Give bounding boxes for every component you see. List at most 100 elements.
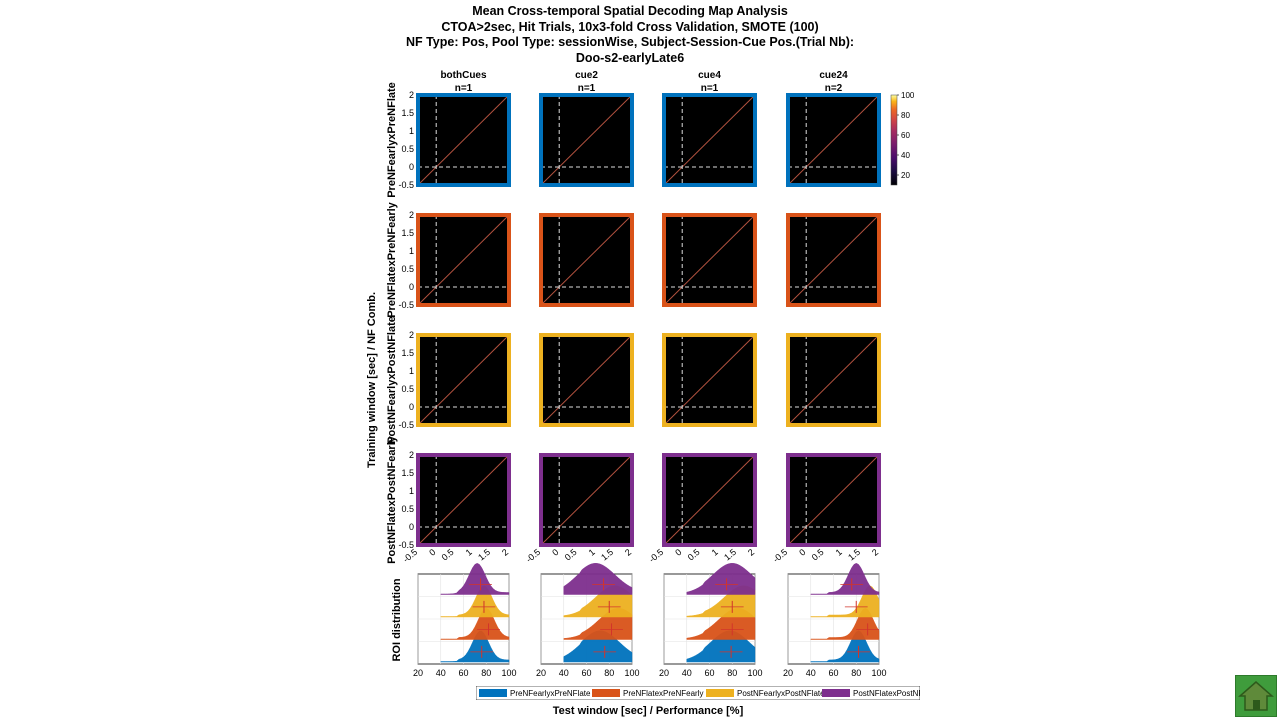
legend-swatch <box>592 689 620 697</box>
roi-x-tick: 40 <box>806 668 816 678</box>
diagonal-trace <box>787 94 880 186</box>
colorbar-gradient <box>890 94 898 186</box>
roi-ridge <box>810 562 880 595</box>
roi-x-tick: 60 <box>458 668 468 678</box>
title-line-3: NF Type: Pos, Pool Type: sessionWise, Su… <box>405 35 855 49</box>
heatmap-y-tick: 1 <box>409 366 414 376</box>
panel-frame <box>662 93 757 187</box>
panel-frame <box>786 213 881 307</box>
roi-x-tick: 20 <box>536 668 546 678</box>
column-title: cue2 <box>575 70 598 81</box>
diagonal-trace <box>663 454 756 546</box>
roi-x-tick: 20 <box>413 668 423 678</box>
heatmap-x-tick: 1.5 <box>846 547 862 563</box>
heatmap-x-tick: 1.5 <box>599 547 615 563</box>
colorbar-tick: 60 <box>901 131 910 140</box>
heatmap-y-tick: 0.5 <box>401 384 414 394</box>
figure-title: Mean Cross-temporal Spatial Decoding Map… <box>380 4 880 66</box>
legend-swatch <box>706 689 734 697</box>
roi-x-tick: 80 <box>481 668 491 678</box>
legend-swatch <box>479 689 507 697</box>
panel-frame <box>416 93 511 187</box>
heatmap-y-tick: -0.5 <box>398 420 414 430</box>
roi-ridge <box>440 562 510 595</box>
heatmap-x-tick: 2 <box>623 547 633 558</box>
heatmap-x-tick: -0.5 <box>647 547 665 565</box>
heatmap-y-tick: 2 <box>409 90 414 100</box>
heatmap-x-tick: 0 <box>427 547 437 558</box>
heatmap-x-tick: 1 <box>710 547 720 558</box>
heatmap-y-tick: -0.5 <box>398 300 414 310</box>
legend-label: PostNFlatexPostNFearly <box>853 689 941 698</box>
panel-frame <box>786 93 881 187</box>
diagonal-trace <box>540 214 633 306</box>
panel-frame <box>416 213 511 307</box>
heatmap-x-tick: 0.5 <box>686 547 702 563</box>
row-label: PostNFlatexPostNFearly <box>386 435 398 564</box>
heatmap-y-tick: 0 <box>409 402 414 412</box>
diagonal-trace <box>663 334 756 426</box>
heatmap-x-tick: 1.5 <box>476 547 492 563</box>
y-axis-title: Training window [sec] / NF Comb. <box>366 292 378 468</box>
heatmap-x-tick: 2 <box>870 547 880 558</box>
heatmap-y-tick: 0.5 <box>401 144 414 154</box>
roi-x-tick: 100 <box>871 668 886 678</box>
heatmap-x-tick: 0 <box>673 547 683 558</box>
roi-x-tick: 80 <box>604 668 614 678</box>
column-count: n=1 <box>701 83 719 94</box>
roi-x-tick: 60 <box>704 668 714 678</box>
roi-x-tick: 100 <box>747 668 762 678</box>
heatmap-y-tick: 0 <box>409 282 414 292</box>
roi-x-tick: 80 <box>851 668 861 678</box>
diagonal-trace <box>417 334 510 426</box>
heatmap-y-tick: 1.5 <box>401 228 414 238</box>
diagonal-trace <box>417 214 510 306</box>
colorbar-tick: 40 <box>901 151 910 160</box>
heatmap-y-tick: 0 <box>409 522 414 532</box>
roi-x-tick: 100 <box>624 668 639 678</box>
roi-ridge <box>686 562 756 595</box>
heatmap-x-tick: 2 <box>746 547 756 558</box>
diagonal-trace <box>663 94 756 186</box>
legend-label: PostNFearlyxPostNFlate <box>737 689 825 698</box>
roi-x-tick: 40 <box>436 668 446 678</box>
colorbar-tick: 80 <box>901 111 910 120</box>
panel-frame <box>662 333 757 427</box>
panel-frame <box>539 213 634 307</box>
panel-frame <box>786 333 881 427</box>
heatmap-x-tick: 2 <box>500 547 510 558</box>
colorbar-tick: 100 <box>901 91 915 100</box>
panel-frame <box>539 453 634 547</box>
heatmap-x-tick: 0.5 <box>810 547 826 563</box>
title-line-1: Mean Cross-temporal Spatial Decoding Map… <box>472 4 788 18</box>
roi-x-tick: 20 <box>783 668 793 678</box>
roi-x-tick: 60 <box>828 668 838 678</box>
column-count: n=2 <box>825 83 843 94</box>
title-line-4: Doo-s2-earlyLate6 <box>575 50 685 65</box>
panel-frame <box>539 333 634 427</box>
roi-ridge <box>440 585 510 618</box>
heatmap-x-tick: 0.5 <box>440 547 456 563</box>
column-title: cue4 <box>698 70 721 81</box>
diagonal-trace <box>787 214 880 306</box>
heatmap-y-tick: 1 <box>409 486 414 496</box>
roi-x-tick: 20 <box>659 668 669 678</box>
heatmap-y-tick: 2 <box>409 330 414 340</box>
roi-axis-title: ROI distribution <box>391 578 403 661</box>
row-label: PostNFearlyxPostNFlate <box>386 316 398 444</box>
heatmap-x-tick: 0.5 <box>563 547 579 563</box>
heatmap-y-tick: 1 <box>409 126 414 136</box>
roi-x-tick: 100 <box>501 668 516 678</box>
legend-label: PreNFlatexPreNFearly <box>623 689 703 698</box>
heatmap-y-tick: 1 <box>409 246 414 256</box>
home-button[interactable] <box>1235 675 1277 717</box>
panel-frame <box>662 213 757 307</box>
heatmap-y-tick: 0 <box>409 162 414 172</box>
panel-frame <box>416 453 511 547</box>
diagonal-trace <box>540 94 633 186</box>
x-axis-title: Test window [sec] / Performance [%] <box>553 705 744 717</box>
heatmap-x-tick: -0.5 <box>771 547 789 565</box>
roi-x-tick: 60 <box>581 668 591 678</box>
diagonal-trace <box>417 94 510 186</box>
